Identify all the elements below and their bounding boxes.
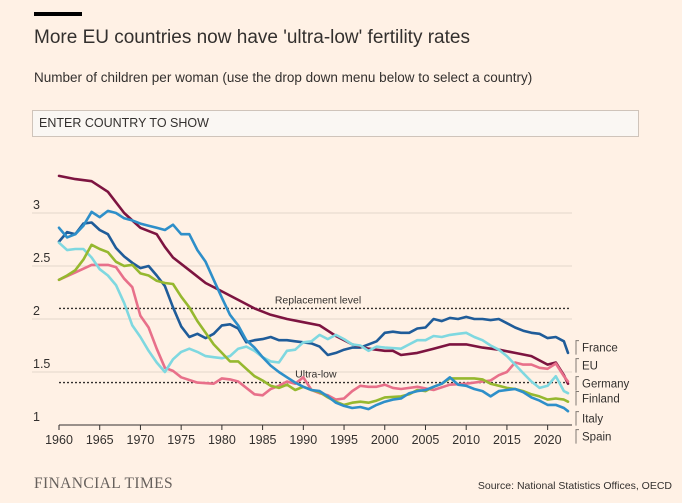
legend-label-spain: Spain [582,432,611,444]
legend-label-italy: Italy [582,414,603,426]
legend-label-germany: Germany [582,379,630,391]
source-note: Source: National Statistics Offices, OEC… [477,480,672,492]
header-rule [34,12,82,16]
chart-title: More EU countries now have 'ultra-low' f… [34,27,470,48]
legend-bracket [575,411,579,426]
ft-logo: FINANCIAL TIMES [34,475,174,492]
legend-label-finland: Finland [582,394,620,406]
x-tick-label: 1965 [86,433,114,447]
x-tick-label: 2000 [371,433,399,447]
y-tick-label: 2.5 [33,251,50,265]
series-line-finland [57,241,570,395]
country-selector-input[interactable]: ENTER COUNTRY TO SHOW [32,110,639,137]
y-tick-label: 1 [33,410,40,424]
x-tick-label: 2010 [452,433,480,447]
legend-bracket [575,429,579,444]
y-tick-label: 3 [33,198,40,212]
chart-subtitle: Number of children per woman (use the dr… [34,70,533,85]
legend-label-france: France [582,343,618,355]
legend-bracket [575,358,579,373]
legend-bracket [575,391,579,406]
x-tick-label: 1975 [167,433,195,447]
x-tick-label: 2015 [493,433,521,447]
x-tick-label: 1995 [330,433,358,447]
x-tick-label: 1990 [289,433,317,447]
x-tick-label: 1985 [249,433,277,447]
x-tick-label: 2005 [412,433,440,447]
x-tick-label: 1970 [127,433,155,447]
y-tick-label: 1.5 [33,357,50,371]
reference-line-label: Ultra-low [295,369,337,381]
legend-label-eu: EU [582,361,598,373]
x-tick-label: 1960 [45,433,73,447]
legend-bracket [575,376,579,391]
fertility-line-chart: 1 1.5 2 2.5 3 1960 1965 1970 1975 1980 1985 1990 199… [32,174,630,447]
series-line-eu [57,174,570,385]
y-tick-label: 2 [33,304,40,318]
series-line-france [57,221,570,357]
x-tick-label: 1980 [208,433,236,447]
series-line-spain [57,209,570,413]
x-tick-label: 2020 [534,433,562,447]
legend-bracket [575,340,579,355]
reference-line-label: Replacement level [275,294,361,306]
